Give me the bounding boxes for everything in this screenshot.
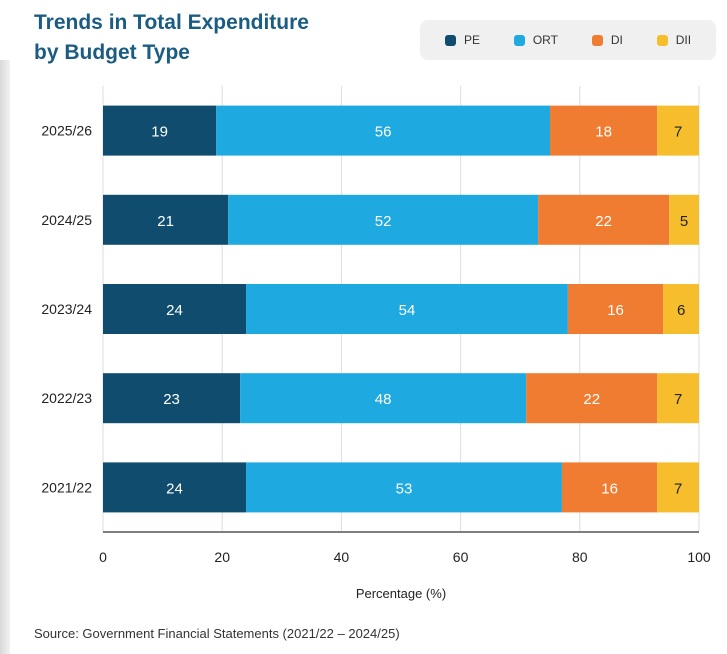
- data-label-ort-4: 53: [396, 480, 413, 497]
- bar-pe-3: [103, 373, 241, 424]
- chart-title: Trends in Total Expenditure by Budget Ty…: [34, 8, 309, 68]
- x-tick-label-40: 40: [334, 549, 350, 565]
- category-label-2: 2023/24: [41, 301, 92, 317]
- x-tick-label-0: 0: [99, 549, 107, 565]
- data-label-ort-3: 48: [375, 391, 392, 408]
- chart-title-line1: Trends in Total Expenditure: [34, 11, 309, 34]
- category-label-3: 2022/23: [41, 390, 92, 406]
- data-label-dii-2: 6: [677, 302, 685, 319]
- data-label-dii-1: 5: [680, 213, 688, 230]
- data-label-pe-3: 23: [163, 391, 180, 408]
- data-label-di-3: 22: [583, 391, 600, 408]
- bar-dii-3: [657, 373, 699, 424]
- bar-di-1: [538, 194, 670, 245]
- data-label-ort-1: 52: [375, 213, 392, 230]
- x-tick-label-60: 60: [453, 549, 469, 565]
- legend: PE ORT DI DII: [420, 20, 716, 60]
- legend-item-di: DI: [591, 33, 623, 47]
- data-label-dii-4: 7: [674, 480, 682, 497]
- bar-di-4: [561, 462, 658, 513]
- bar-ort-0: [216, 105, 551, 156]
- bar-dii-1: [669, 194, 699, 245]
- bar-pe-1: [103, 194, 229, 245]
- category-label-1: 2024/25: [41, 212, 92, 228]
- bar-di-3: [526, 373, 658, 424]
- bar-ort-3: [240, 373, 527, 424]
- data-label-di-4: 16: [601, 480, 618, 497]
- legend-label-di: DI: [610, 33, 623, 47]
- data-label-pe-0: 19: [151, 124, 168, 141]
- bar-dii-4: [657, 462, 699, 513]
- bar-pe-0: [103, 105, 217, 156]
- bar-dii-0: [657, 105, 699, 156]
- bar-ort-2: [246, 284, 568, 334]
- legend-label-pe: PE: [463, 33, 480, 47]
- bar-di-2: [567, 284, 664, 334]
- bar-di-0: [550, 105, 658, 156]
- data-label-pe-1: 21: [157, 213, 174, 230]
- data-label-di-0: 18: [595, 124, 612, 141]
- data-label-pe-4: 24: [166, 480, 183, 497]
- bar-pe-4: [103, 462, 247, 513]
- data-label-ort-0: 56: [375, 124, 392, 141]
- data-label-di-2: 16: [607, 302, 624, 319]
- bar-dii-2: [663, 284, 699, 334]
- category-label-0: 2025/26: [41, 123, 92, 139]
- data-label-di-1: 22: [595, 213, 612, 230]
- data-label-pe-2: 24: [166, 302, 183, 319]
- legend-swatch-di: [591, 34, 603, 46]
- edge-strip: [0, 60, 10, 654]
- legend-swatch-dii: [656, 34, 668, 46]
- data-label-dii-0: 7: [674, 124, 682, 141]
- chart-title-line2: by Budget Type: [34, 41, 190, 64]
- legend-swatch-ort: [513, 34, 525, 46]
- data-label-ort-2: 54: [399, 302, 416, 319]
- source-note: Source: Government Financial Statements …: [34, 626, 400, 641]
- x-tick-label-80: 80: [572, 549, 588, 565]
- x-tick-label-20: 20: [214, 549, 230, 565]
- x-tick-label-100: 100: [687, 549, 711, 565]
- bar-ort-1: [228, 194, 539, 245]
- legend-swatch-pe: [444, 34, 456, 46]
- bar-pe-2: [103, 284, 247, 334]
- legend-label-ort: ORT: [532, 33, 558, 47]
- bar-ort-4: [246, 462, 562, 513]
- legend-item-dii: DII: [656, 33, 692, 47]
- x-axis-label: Percentage (%): [356, 586, 446, 601]
- legend-item-ort: ORT: [513, 33, 558, 47]
- legend-label-dii: DII: [675, 33, 692, 47]
- data-label-dii-3: 7: [674, 391, 682, 408]
- category-label-4: 2021/22: [41, 479, 92, 495]
- legend-item-pe: PE: [444, 33, 480, 47]
